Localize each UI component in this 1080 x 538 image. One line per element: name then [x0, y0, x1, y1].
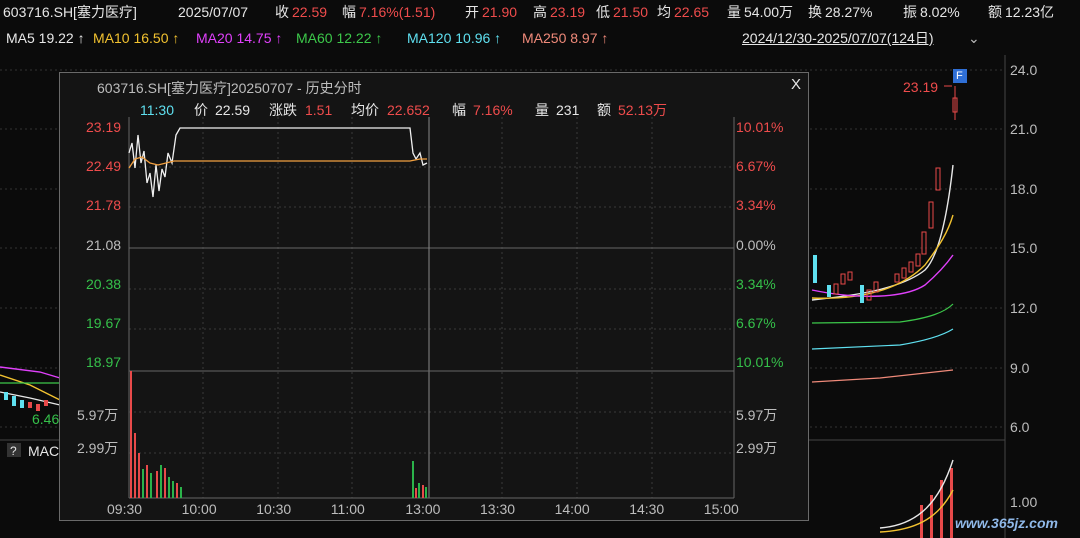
percent-label: 6.67% [736, 158, 776, 175]
field-value: 22.59 [292, 4, 328, 20]
indicator-name: MAC [28, 443, 60, 459]
time-label: 13:00 [405, 501, 441, 517]
date: 2025/07/07 [178, 4, 249, 20]
time-label: 14:30 [629, 501, 665, 517]
intraday-popup [59, 72, 809, 521]
field-label: 均 [657, 4, 671, 20]
y-axis-label: 9.0 [1010, 360, 1030, 376]
high-marker: 23.19 [903, 79, 939, 95]
ma-legend: MA120 10.96 ↑ [407, 30, 502, 46]
y-axis-label: 6.0 [1010, 419, 1030, 435]
info-value: 231 [556, 102, 580, 118]
percent-label: 10.01% [736, 119, 784, 135]
field-value: 54.00万 [744, 4, 794, 20]
info-time: 11:30 [140, 102, 174, 118]
field-label: 高 [533, 4, 547, 20]
time-label: 15:00 [703, 501, 739, 517]
field-value: 7.16%(1.51) [359, 4, 436, 20]
popup-close[interactable]: X [791, 76, 802, 93]
time-label: 10:30 [256, 501, 292, 517]
info-label: 额 [597, 102, 611, 118]
volume-label: 5.97万 [77, 407, 119, 423]
info-label: 价 [194, 102, 208, 118]
field-value: 22.65 [674, 4, 710, 20]
ma-legend: MA250 8.97 ↑ [522, 30, 609, 46]
y-axis-label: 18.0 [1010, 181, 1038, 197]
time-label: 11:00 [330, 501, 365, 517]
field-value: 12.23亿 [1005, 4, 1055, 20]
price-label: 21.08 [86, 236, 122, 253]
low-value: 6.46 [32, 411, 60, 427]
field-label: 开 [465, 4, 479, 20]
y-axis-label: 1.00 [1010, 494, 1038, 510]
field-value: 23.19 [550, 4, 586, 20]
field-label: 量 [727, 4, 741, 20]
field-value: 8.02% [920, 4, 960, 20]
time-label: 10:00 [181, 501, 217, 517]
info-label: 涨跌 [269, 102, 297, 118]
help-button[interactable] [7, 443, 21, 457]
field-label: 振 [903, 4, 917, 20]
ma-legend: MA60 12.22 ↑ [296, 30, 383, 46]
percent-label: 3.34% [736, 275, 776, 292]
info-value: 52.13万 [618, 102, 668, 118]
price-label: 21.78 [86, 197, 122, 214]
percent-label: 0.00% [736, 236, 776, 253]
range-dropdown[interactable]: ⌄ [968, 30, 980, 46]
time-label: 09:30 [107, 501, 143, 517]
watermark: www.365jz.com [955, 515, 1058, 531]
help-label: ? [10, 444, 17, 458]
percent-label: 6.67% [736, 315, 776, 331]
y-axis-label: 15.0 [1010, 240, 1038, 256]
info-value: 22.652 [387, 102, 430, 118]
info-label: 量 [535, 102, 549, 118]
y-axis-label: 24.0 [1010, 62, 1038, 78]
flag-badge[interactable] [953, 69, 967, 83]
ma-legend: MA5 19.22 ↑ [6, 30, 85, 46]
ma-legend: MA20 14.75 ↑ [196, 30, 283, 46]
stock-code: 603716.SH[塞力医疗] [3, 4, 137, 20]
y-axis-label: 21.0 [1010, 121, 1038, 137]
ma-legend: MA10 16.50 ↑ [93, 30, 180, 46]
volume-label: 2.99万 [77, 440, 119, 456]
price-label: 22.49 [86, 158, 122, 175]
price-label: 23.19 [86, 119, 122, 135]
flag-label: F [956, 70, 963, 82]
date-range: 2024/12/30-2025/07/07(124日) [742, 30, 934, 46]
price-label: 19.67 [86, 315, 122, 331]
field-value: 28.27% [825, 4, 873, 20]
info-label: 幅 [452, 102, 466, 118]
field-value: 21.50 [613, 4, 649, 20]
field-label: 幅 [342, 4, 356, 20]
time-label: 13:30 [480, 501, 516, 517]
percent-label: 3.34% [736, 197, 776, 214]
popup-title: 603716.SH[塞力医疗]20250707 - 历史分时 [97, 80, 362, 96]
volume-label: 5.97万 [736, 407, 778, 423]
info-value: 7.16% [473, 102, 513, 118]
field-label: 额 [988, 4, 1002, 20]
time-label: 14:00 [554, 501, 590, 517]
y-axis-label: 12.0 [1010, 300, 1038, 316]
field-label: 换 [808, 4, 822, 20]
percent-label: 10.01% [736, 354, 784, 371]
info-value: 1.51 [305, 102, 333, 118]
price-label: 20.38 [86, 275, 122, 292]
info-label: 均价 [351, 102, 379, 118]
info-value: 22.59 [215, 102, 251, 118]
price-label: 18.97 [86, 354, 122, 371]
field-label: 收 [275, 4, 289, 20]
intraday-chart [128, 117, 735, 499]
field-value: 21.90 [482, 4, 518, 20]
field-label: 低 [596, 4, 610, 20]
volume-label: 2.99万 [736, 440, 778, 456]
